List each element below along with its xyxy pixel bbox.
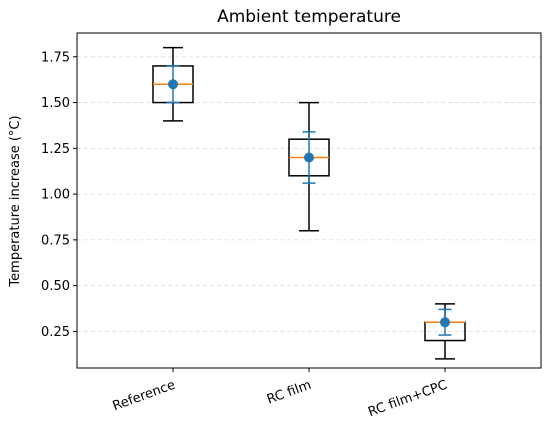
x-tick-label: RC film+CPC <box>366 378 449 420</box>
y-tick-label: 0.75 <box>41 233 70 248</box>
box-layer <box>152 46 466 360</box>
chart-title: Ambient temperature <box>217 7 401 27</box>
axis-layer: 0.25 0.50 0.75 1.00 1.25 1.50 1.75 Reference RC … <box>41 32 542 420</box>
mean-point <box>168 79 178 90</box>
y-tick-label: 1.75 <box>41 50 70 65</box>
y-tick-label: 0.50 <box>41 279 70 294</box>
y-tick-label: 1.25 <box>41 142 70 157</box>
y-tick-label: 1.00 <box>41 188 70 203</box>
mean-point <box>440 317 450 328</box>
y-tick-label: 1.50 <box>41 96 70 111</box>
y-tick-label: 0.25 <box>41 325 70 340</box>
mean-point <box>304 152 314 163</box>
y-axis-label: Temperature increase (°C) <box>8 115 23 287</box>
x-tick-label: RC film <box>265 378 313 408</box>
x-tick-label: Reference <box>111 378 178 414</box>
